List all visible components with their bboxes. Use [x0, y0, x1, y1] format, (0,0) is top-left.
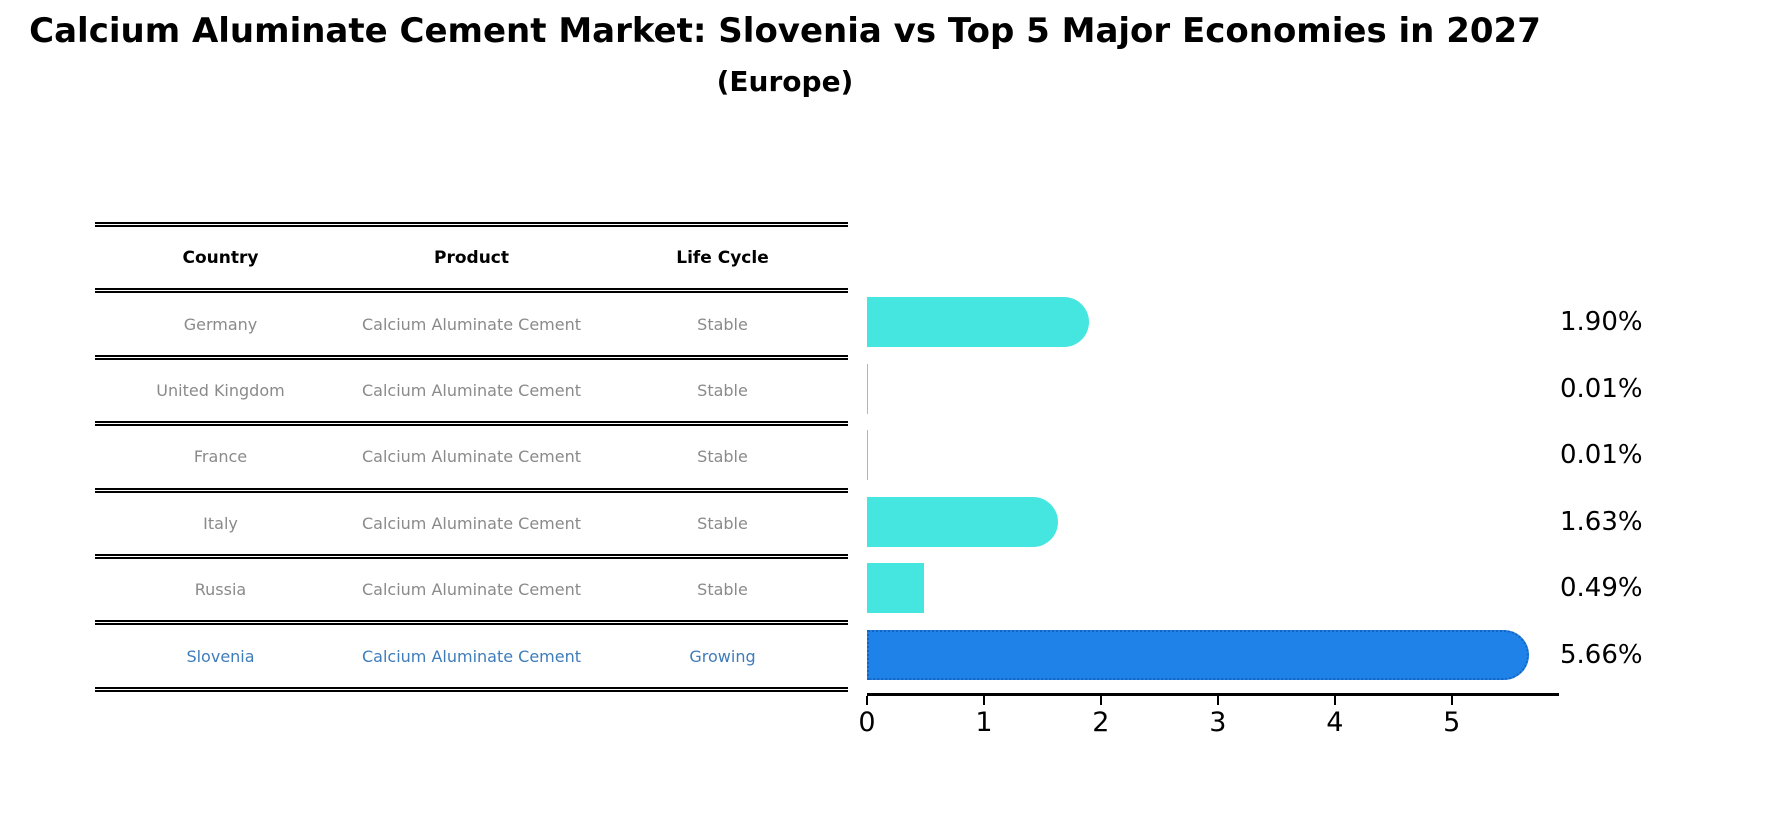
x-axis-tick [1216, 696, 1219, 705]
bar-value-label: 1.63% [1560, 506, 1643, 537]
bar-united-kingdom [867, 363, 869, 414]
cell-country: Italy [203, 513, 238, 533]
bar-italy [867, 496, 1058, 547]
cell-lifecycle: Growing [689, 646, 756, 666]
bar-germany [867, 297, 1090, 347]
table-row-slovenia: Slovenia Calcium Aluminate Cement Growin… [95, 625, 848, 692]
column-header-country: Country [182, 247, 259, 268]
bar-value-label: 0.01% [1560, 373, 1643, 404]
x-axis-tick-label: 5 [1443, 707, 1461, 738]
x-axis-tick [1450, 696, 1453, 705]
cell-product: Calcium Aluminate Cement [361, 314, 582, 334]
x-axis-tick-label: 3 [1209, 707, 1227, 738]
x-axis-tick [866, 696, 868, 705]
table-row-germany: Germany Calcium Aluminate Cement Stable [95, 293, 848, 360]
table-row-russia: Russia Calcium Aluminate Cement Stable [95, 559, 848, 626]
chart-subtitle: (Europe) [716, 65, 854, 99]
table-row-france: France Calcium Aluminate Cement Stable [95, 426, 848, 493]
x-axis-tick-label: 4 [1326, 707, 1344, 738]
cell-country: Russia [194, 580, 247, 600]
cell-country: France [193, 447, 248, 467]
x-axis-tick-label: 2 [1092, 707, 1110, 738]
cell-lifecycle: Stable [697, 513, 748, 533]
x-axis-tick-label: 1 [975, 707, 993, 738]
cell-country: Germany [183, 314, 258, 334]
x-axis-tick-label: 0 [858, 707, 876, 738]
cell-country: United Kingdom [156, 380, 285, 400]
cell-product: Calcium Aluminate Cement [361, 513, 582, 533]
country-product-table: Country Product Life Cycle Germany Calci… [95, 222, 848, 692]
x-axis-line [867, 693, 1559, 696]
table-row-italy: Italy Calcium Aluminate Cement Stable [95, 493, 848, 559]
column-header-lifecycle: Life Cycle [676, 247, 769, 268]
cell-country: Slovenia [186, 646, 255, 666]
cell-product: Calcium Aluminate Cement [361, 580, 582, 600]
bar-value-label: 0.49% [1560, 573, 1643, 603]
x-axis-tick [1099, 696, 1102, 705]
cell-lifecycle: Stable [697, 380, 748, 400]
bar-russia [867, 563, 925, 613]
cell-lifecycle: Stable [697, 447, 748, 467]
cell-product: Calcium Aluminate Cement [361, 380, 582, 400]
cell-lifecycle: Stable [697, 314, 748, 334]
bar-value-label: 1.90% [1560, 307, 1643, 337]
table-row-united-kingdom: United Kingdom Calcium Aluminate Cement … [95, 360, 848, 427]
chart-header: Calcium Aluminate Cement Market: Sloveni… [0, 0, 1570, 98]
x-axis-tick [982, 696, 985, 705]
table-header-row: Country Product Life Cycle [95, 227, 848, 294]
bar-slovenia [867, 629, 1529, 680]
x-axis-tick [1333, 696, 1336, 705]
chart-title: Calcium Aluminate Cement Market: Sloveni… [29, 11, 1541, 51]
bar-france [867, 430, 869, 480]
cell-lifecycle: Stable [697, 580, 748, 600]
bar-value-label: 0.01% [1560, 440, 1643, 470]
cell-product: Calcium Aluminate Cement [361, 646, 582, 666]
column-header-product: Product [434, 247, 509, 268]
bar-value-label: 5.66% [1560, 639, 1643, 670]
cell-product: Calcium Aluminate Cement [361, 447, 582, 467]
